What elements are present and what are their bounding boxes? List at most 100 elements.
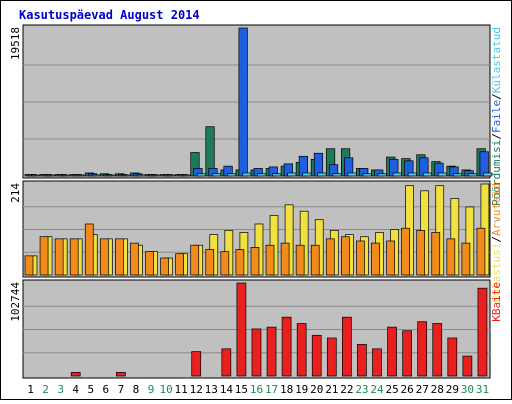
x-tick-label-day-9: 9 <box>148 383 155 396</box>
bar-arvuteid-day-8 <box>130 242 139 276</box>
legend-entry: Faile <box>490 100 503 133</box>
x-tick-label-day-21: 21 <box>325 383 338 396</box>
bar-kbaite-day-23 <box>357 343 367 377</box>
bar-külastatud-day-25 <box>392 172 402 177</box>
bar-kbaite-day-26 <box>402 330 412 377</box>
legend-entry: Külastatud <box>490 27 503 93</box>
x-tick-label-day-5: 5 <box>87 383 94 396</box>
bar-arvuteid-day-7 <box>115 238 124 276</box>
y-max-label-1: 19518 <box>9 27 22 60</box>
bar-külastatud-day-13 <box>211 173 222 177</box>
bar-arvuteid-day-29 <box>446 238 456 276</box>
bar-arvuteid-day-15 <box>235 249 245 276</box>
x-tick-label-day-28: 28 <box>431 383 444 396</box>
bar-kbaite-day-25 <box>387 326 397 377</box>
bar-külastatud-day-18 <box>287 172 297 177</box>
bar-külastatud-day-27 <box>422 172 433 177</box>
bar-külastatud-day-6 <box>106 174 116 177</box>
bar-külastatud-day-1 <box>31 174 41 177</box>
bar-arvuteid-day-4 <box>69 238 79 276</box>
bar-külastatud-day-14 <box>226 173 237 177</box>
bar-külastatud-day-3 <box>61 174 71 177</box>
bar-arvuteid-day-23 <box>356 240 365 276</box>
bar-kbaite-day-24 <box>372 348 382 377</box>
x-tick-label-day-27: 27 <box>416 383 429 396</box>
bar-kbaite-day-19 <box>296 323 307 377</box>
bar-külastatud-day-21 <box>332 173 342 177</box>
x-tick-label-day-20: 20 <box>310 383 323 396</box>
bar-kbaite-day-17 <box>266 326 277 377</box>
bar-arvuteid-day-9 <box>145 251 154 276</box>
x-tick-label-day-15: 15 <box>235 383 248 396</box>
x-tick-label-day-6: 6 <box>103 383 110 396</box>
bar-faile-day-31 <box>479 151 489 177</box>
bar-faile-day-20 <box>313 152 324 177</box>
bar-külastatud-day-24 <box>377 173 387 177</box>
x-tick-label-day-7: 7 <box>118 383 125 396</box>
bar-külastatud-day-19 <box>302 172 312 177</box>
bar-arvuteid-day-18 <box>280 242 290 276</box>
legend-entry: Arvuteid <box>490 183 503 236</box>
bar-arvuteid-day-19 <box>295 244 305 276</box>
bar-kbaite-day-18 <box>281 316 292 377</box>
x-tick-label-day-26: 26 <box>401 383 414 396</box>
bar-arvuteid-day-6 <box>99 238 109 276</box>
bar-kbaite-day-16 <box>251 328 262 377</box>
bar-arvuteid-day-5 <box>84 223 94 276</box>
bar-kbaite-day-7 <box>116 372 126 377</box>
bar-arvuteid-day-22 <box>341 236 350 276</box>
x-tick-label-day-11: 11 <box>175 383 188 396</box>
bar-kbaite-day-27 <box>417 321 428 377</box>
bar-külastatud-day-8 <box>136 174 146 177</box>
legend-entry: / <box>490 133 503 140</box>
x-tick-label-day-18: 18 <box>280 383 293 396</box>
x-tick-label-day-1: 1 <box>27 383 34 396</box>
bar-külastatud-day-5 <box>91 174 101 177</box>
x-tick-label-day-12: 12 <box>190 383 203 396</box>
y-max-label-3: 102744 <box>9 282 22 322</box>
bar-külastatud-day-22 <box>347 172 357 177</box>
bar-arvuteid-day-13 <box>205 249 215 276</box>
bar-külastatud-day-20 <box>317 172 327 177</box>
bar-külastatud-day-4 <box>76 174 86 177</box>
legend-entry: / <box>490 236 503 243</box>
bar-arvuteid-day-31 <box>476 227 486 276</box>
bar-külastatud-day-11 <box>181 174 191 177</box>
bar-kbaite-day-20 <box>311 334 322 377</box>
bar-arvuteid-day-12 <box>190 244 200 276</box>
bar-külastatud-day-7 <box>121 174 131 177</box>
bar-arvuteid-day-21 <box>325 238 335 276</box>
bar-arvuteid-day-26 <box>401 227 410 276</box>
bar-arvuteid-day-17 <box>265 244 275 276</box>
legend-entry: KBaite <box>490 282 503 322</box>
bar-kbaite-day-21 <box>326 337 337 377</box>
x-tick-label-day-25: 25 <box>385 383 398 396</box>
bar-külastatud-day-31 <box>483 172 493 177</box>
x-tick-label-day-4: 4 <box>72 383 79 396</box>
bar-arvuteid-day-25 <box>386 240 395 276</box>
bar-arvuteid-day-2 <box>39 236 49 276</box>
legend-labels-3: KBaite <box>490 282 503 322</box>
bar-külastatud-day-17 <box>272 173 282 177</box>
bar-arvuteid-day-14 <box>220 251 230 276</box>
bar-arvuteid-day-28 <box>431 232 441 276</box>
x-tick-label-day-16: 16 <box>250 383 263 396</box>
bar-külastatud-day-26 <box>407 172 417 177</box>
bar-kbaite-day-22 <box>342 316 352 377</box>
bar-külastatud-day-12 <box>196 173 207 177</box>
x-tick-label-day-13: 13 <box>205 383 218 396</box>
bar-arvuteid-day-20 <box>310 244 320 276</box>
bar-arvuteid-day-10 <box>160 257 169 276</box>
x-tick-label-day-8: 8 <box>133 383 140 396</box>
bar-külastatud-day-15 <box>242 172 252 177</box>
bar-külastatud-day-2 <box>46 174 56 177</box>
x-tick-label-day-29: 29 <box>446 383 459 396</box>
x-tick-label-day-22: 22 <box>340 383 353 396</box>
legend-entry: / <box>490 93 503 100</box>
bar-arvuteid-day-1 <box>24 255 34 276</box>
x-tick-label-day-24: 24 <box>370 383 384 396</box>
bar-arvuteid-day-3 <box>54 238 64 276</box>
bar-arvuteid-day-30 <box>461 242 471 276</box>
bar-külastatud-day-30 <box>468 173 478 177</box>
